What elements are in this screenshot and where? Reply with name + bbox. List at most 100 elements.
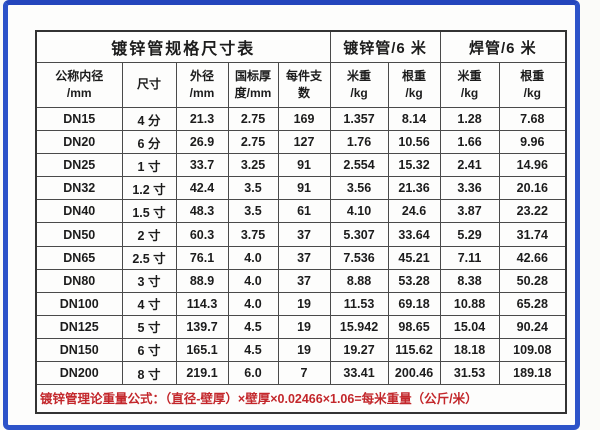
cell-weld-root-weight: 109.08 <box>498 337 567 363</box>
cell-dn: DN40 <box>35 199 123 224</box>
col-header-outer-diameter: 外径 /mm <box>175 62 229 108</box>
cell-dn: DN32 <box>35 176 123 201</box>
cell-gi-meter-weight: 33.41 <box>329 361 389 386</box>
cell-outer-diameter: 219.1 <box>175 361 229 386</box>
cell-weld-root-weight: 42.66 <box>498 245 567 270</box>
cell-pieces-per-bundle: 7 <box>277 361 331 386</box>
cell-weld-root-weight: 14.96 <box>498 153 567 178</box>
col-header-size: 尺寸 <box>121 62 177 108</box>
col-header-dn: 公称内径 /mm <box>35 62 123 108</box>
cell-weld-root-weight: 20.16 <box>498 176 567 201</box>
cell-gi-meter-weight: 5.307 <box>329 222 389 247</box>
cell-dn: DN20 <box>35 130 123 155</box>
cell-thickness: 2.75 <box>227 130 279 155</box>
col-header-weld-meter-weight: 米重 /kg <box>439 62 500 108</box>
cell-size: 2.5 寸 <box>121 245 177 270</box>
cell-gi-meter-weight: 3.56 <box>329 176 389 201</box>
cell-outer-diameter: 165.1 <box>175 337 229 363</box>
cell-weld-meter-weight: 2.41 <box>439 153 500 178</box>
cell-dn: DN15 <box>35 106 123 132</box>
table-row: DN65 2.5 寸 76.1 4.0 37 7.536 45.21 7.11 42.66 <box>35 245 567 270</box>
cell-thickness: 4.5 <box>227 337 279 363</box>
cell-gi-root-weight: 8.14 <box>387 106 441 132</box>
cell-outer-diameter: 42.4 <box>175 176 229 201</box>
cell-size: 1 寸 <box>121 153 177 178</box>
cell-gi-root-weight: 24.6 <box>387 199 441 224</box>
cell-weld-meter-weight: 15.04 <box>439 314 500 339</box>
cell-gi-root-weight: 115.62 <box>387 337 441 363</box>
cell-gi-meter-weight: 8.88 <box>329 268 389 293</box>
cell-weld-root-weight: 50.28 <box>498 268 567 293</box>
cell-pieces-per-bundle: 61 <box>277 199 331 224</box>
cell-thickness: 2.75 <box>227 106 279 132</box>
cell-size: 4 寸 <box>121 291 177 316</box>
pipe-spec-table: 镀锌管规格尺寸表 镀锌管/6 米 焊管/6 米 公称内径 /mm 尺寸 外径 /… <box>35 30 568 415</box>
cell-pieces-per-bundle: 19 <box>277 314 331 339</box>
cell-pieces-per-bundle: 19 <box>277 337 331 363</box>
group-header-galvanized: 镀锌管/6 米 <box>329 30 441 63</box>
cell-dn: DN65 <box>35 245 123 270</box>
table-row: DN80 3 寸 88.9 4.0 37 8.88 53.28 8.38 50.28 <box>35 268 567 293</box>
cell-thickness: 3.25 <box>227 153 279 178</box>
cell-thickness: 4.0 <box>227 245 279 270</box>
cell-dn: DN100 <box>35 291 123 316</box>
cell-weld-meter-weight: 1.66 <box>439 130 500 155</box>
cell-thickness: 4.0 <box>227 268 279 293</box>
cell-thickness: 6.0 <box>227 361 279 386</box>
cell-weld-meter-weight: 31.53 <box>439 361 500 386</box>
cell-gi-root-weight: 45.21 <box>387 245 441 270</box>
col-header-gi-meter-weight: 米重 /kg <box>329 62 389 108</box>
cell-gi-root-weight: 53.28 <box>387 268 441 293</box>
table-row: DN40 1.5 寸 48.3 3.5 61 4.10 24.6 3.87 23.22 <box>35 199 567 224</box>
cell-dn: DN50 <box>35 222 123 247</box>
cell-gi-meter-weight: 11.53 <box>329 291 389 316</box>
cell-gi-meter-weight: 4.10 <box>329 199 389 224</box>
table-title: 镀锌管规格尺寸表 <box>35 30 331 63</box>
cell-outer-diameter: 33.7 <box>175 153 229 178</box>
cell-pieces-per-bundle: 19 <box>277 291 331 316</box>
cell-weld-root-weight: 65.28 <box>498 291 567 316</box>
col-header-weld-root-weight: 根重 /kg <box>498 62 567 108</box>
cell-pieces-per-bundle: 37 <box>277 268 331 293</box>
cell-weld-root-weight: 23.22 <box>498 199 567 224</box>
cell-weld-root-weight: 7.68 <box>498 106 567 132</box>
cell-outer-diameter: 48.3 <box>175 199 229 224</box>
cell-weld-meter-weight: 3.36 <box>439 176 500 201</box>
cell-gi-meter-weight: 2.554 <box>329 153 389 178</box>
cell-pieces-per-bundle: 37 <box>277 222 331 247</box>
table-row: DN15 4 分 21.3 2.75 169 1.357 8.14 1.28 7.68 <box>35 106 567 132</box>
cell-gi-meter-weight: 1.357 <box>329 106 389 132</box>
table-row: DN50 2 寸 60.3 3.75 37 5.307 33.64 5.29 31.74 <box>35 222 567 247</box>
table-row: DN200 8 寸 219.1 6.0 7 33.41 200.46 31.53 189.18 <box>35 361 567 386</box>
weight-formula-text: 镀锌管理论重量公式：（直径-壁厚）×壁厚×0.02466×1.06=每米重量（公… <box>35 384 567 414</box>
cell-gi-meter-weight: 1.76 <box>329 130 389 155</box>
cell-size: 8 寸 <box>121 361 177 386</box>
cell-size: 1.5 寸 <box>121 199 177 224</box>
table-row: DN20 6 分 26.9 2.75 127 1.76 10.56 1.66 9.96 <box>35 130 567 155</box>
cell-weld-root-weight: 90.24 <box>498 314 567 339</box>
cell-outer-diameter: 60.3 <box>175 222 229 247</box>
col-header-gi-root-weight: 根重 /kg <box>387 62 441 108</box>
group-header-welded: 焊管/6 米 <box>439 30 567 63</box>
table-row: DN32 1.2 寸 42.4 3.5 91 3.56 21.36 3.36 20.16 <box>35 176 567 201</box>
cell-gi-root-weight: 98.65 <box>387 314 441 339</box>
table-row: DN25 1 寸 33.7 3.25 91 2.554 15.32 2.41 14.96 <box>35 153 567 178</box>
cell-dn: DN150 <box>35 337 123 363</box>
table-row: DN100 4 寸 114.3 4.0 19 11.53 69.18 10.88 65.28 <box>35 291 567 316</box>
cell-gi-meter-weight: 19.27 <box>329 337 389 363</box>
cell-gi-root-weight: 200.46 <box>387 361 441 386</box>
cell-thickness: 3.5 <box>227 199 279 224</box>
cell-gi-root-weight: 21.36 <box>387 176 441 201</box>
cell-outer-diameter: 21.3 <box>175 106 229 132</box>
cell-size: 6 寸 <box>121 337 177 363</box>
cell-weld-meter-weight: 7.11 <box>439 245 500 270</box>
pipe-spec-table-container: 镀锌管规格尺寸表 镀锌管/6 米 焊管/6 米 公称内径 /mm 尺寸 外径 /… <box>35 30 568 415</box>
cell-gi-meter-weight: 15.942 <box>329 314 389 339</box>
cell-dn: DN25 <box>35 153 123 178</box>
cell-thickness: 4.0 <box>227 291 279 316</box>
cell-size: 2 寸 <box>121 222 177 247</box>
cell-thickness: 4.5 <box>227 314 279 339</box>
col-header-pieces: 每件支 数 <box>277 62 331 108</box>
formula-row: 镀锌管理论重量公式：（直径-壁厚）×壁厚×0.02466×1.06=每米重量（公… <box>35 384 567 414</box>
cell-thickness: 3.75 <box>227 222 279 247</box>
